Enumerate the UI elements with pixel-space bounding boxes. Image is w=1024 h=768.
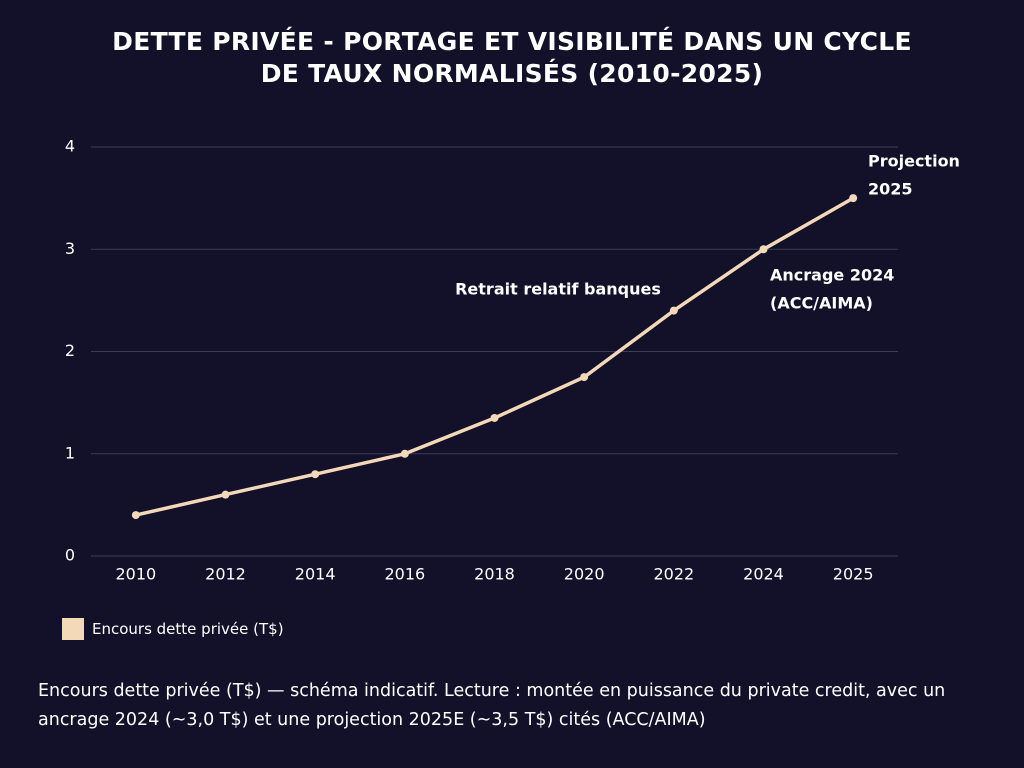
caption: Encours dette privée (T$) — schéma indic… <box>38 681 946 730</box>
y-tick-label: 2 <box>65 341 75 360</box>
x-tick-label: 2025 <box>833 565 874 584</box>
x-tick-label: 2020 <box>564 565 605 584</box>
data-point <box>221 490 230 499</box>
legend-swatch <box>62 618 84 640</box>
annotation: Retrait relatif banques <box>455 280 661 299</box>
y-tick-label: 1 <box>65 443 75 462</box>
data-point <box>311 470 320 479</box>
data-point <box>669 306 678 315</box>
annotation: Projection <box>868 152 960 171</box>
data-point <box>759 245 768 254</box>
x-tick-label: 2016 <box>384 565 425 584</box>
chart-title: DETTE PRIVÉE - PORTAGE ET VISIBILITÉ DAN… <box>112 27 912 88</box>
annotation: 2025 <box>868 180 913 199</box>
data-point <box>400 449 409 458</box>
data-point <box>490 413 499 422</box>
x-tick-label: 2018 <box>474 565 515 584</box>
data-line <box>135 196 855 517</box>
y-tick-label: 0 <box>65 546 75 565</box>
x-tick-label: 2010 <box>115 565 156 584</box>
data-point <box>131 511 140 520</box>
y-tick-label: 3 <box>65 239 75 258</box>
y-tick-label: 4 <box>65 137 75 156</box>
x-tick-label: 2024 <box>743 565 784 584</box>
x-tick-label: 2022 <box>653 565 694 584</box>
data-point <box>849 194 858 203</box>
data-point <box>580 373 589 382</box>
legend-label: Encours dette privée (T$) <box>92 620 284 638</box>
legend: Encours dette privée (T$) <box>62 618 284 640</box>
x-tick-label: 2012 <box>205 565 246 584</box>
annotation: Ancrage 2024 <box>770 266 894 285</box>
annotation: (ACC/AIMA) <box>770 294 873 313</box>
x-tick-label: 2014 <box>295 565 336 584</box>
